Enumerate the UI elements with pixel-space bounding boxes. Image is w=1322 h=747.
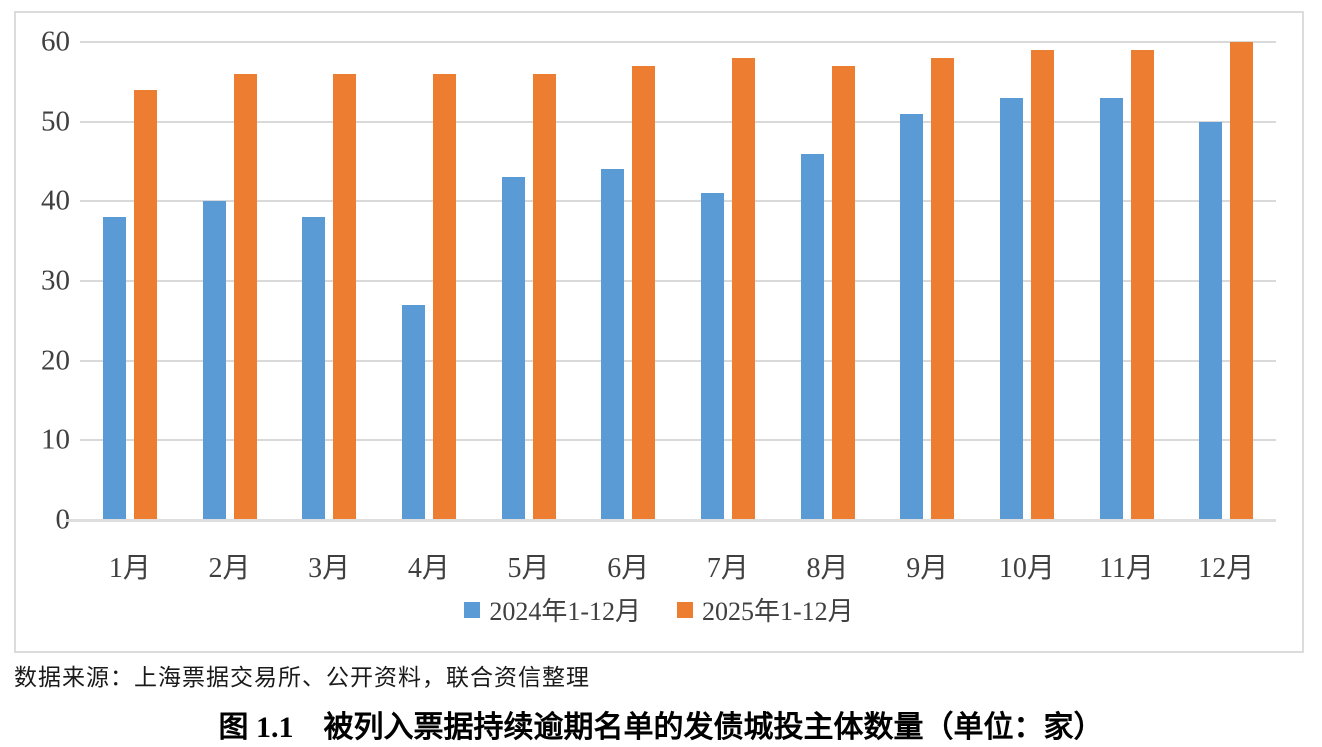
x-axis-label-12月: 12月 [1198,553,1255,584]
bar-group-1月 [80,42,180,520]
bar-group-5月 [479,42,579,520]
bar-2025年1-12月-4月 [432,73,456,520]
gridline-50 [80,120,1276,123]
figure-caption: 图 1.1 被列入票据持续逾期名单的发债城投主体数量（单位：家） [218,711,1104,744]
bar-2025年1-12月-11月 [1130,49,1154,520]
bar-group-8月 [778,42,878,520]
bar-2024年1-12月-1月 [102,217,126,520]
bar-2024年1-12月-7月 [700,193,724,520]
bar-2025年1-12月-1月 [133,89,157,520]
bar-group-9月 [877,42,977,520]
x-axis-label-9月: 9月 [906,553,949,584]
x-axis-label-1月: 1月 [108,553,151,584]
legend-swatch-icon [464,601,481,618]
y-axis-label-10: 10 [41,423,70,456]
y-axis-label-40: 40 [41,184,70,217]
gridline-10 [80,439,1276,442]
gridline-60 [80,41,1276,43]
bar-2025年1-12月-5月 [532,73,556,520]
legend-label: 2025年1-12月 [702,597,854,626]
chart-frame: 0 10 20 30 40 50 60 1月 2月 3月 4月 5月 6月 7月 8月 9月 10月 11月 12… [14,11,1304,653]
gridline-30 [80,280,1276,282]
bar-2024年1-12月-10月 [999,97,1023,520]
bars-container [80,42,1276,520]
bar-2024年1-12月-9月 [900,113,924,520]
legend-label: 2024年1-12月 [489,597,641,626]
x-axis-label-8月: 8月 [806,553,849,584]
y-axis-label-20: 20 [41,344,70,377]
y-axis-label-0: 0 [55,503,71,536]
bar-2025年1-12月-8月 [831,65,855,520]
y-axis-label-30: 30 [41,264,70,297]
x-axis: 1月 2月 3月 4月 5月 6月 7月 8月 9月 10月 11月 12月 [80,532,1276,586]
x-axis-line [66,519,1276,522]
plot-area [66,41,1276,522]
bar-group-11月 [1077,42,1177,520]
gridline-20 [80,359,1276,362]
bar-group-6月 [578,42,678,520]
bar-2025年1-12月-3月 [333,73,357,520]
bar-2025年1-12月-9月 [931,57,955,520]
y-axis: 0 10 20 30 40 50 60 [18,27,70,534]
y-axis-label-50: 50 [41,105,70,138]
gridline-40 [80,200,1276,203]
legend-item-2024年1-12月: 2024年1-12月 [464,591,641,628]
bar-2024年1-12月-2月 [202,201,226,520]
bar-2024年1-12月-5月 [501,177,525,520]
source-note: 数据来源：上海票据交易所、公开资料，联合资信整理 [14,665,590,690]
bar-2025年1-12月-6月 [632,65,656,520]
bar-group-10月 [977,42,1077,520]
bar-2025年1-12月-12月 [1230,42,1254,520]
bar-group-7月 [678,42,778,520]
x-axis-label-5月: 5月 [507,553,550,584]
bar-2024年1-12月-8月 [800,153,824,520]
legend: 2024年1-12月 2025年1-12月 [16,591,1302,628]
x-axis-label-2月: 2月 [208,553,251,584]
legend-item-2025年1-12月: 2025年1-12月 [677,591,854,628]
bar-group-3月 [279,42,379,520]
x-axis-label-11月: 11月 [1099,553,1155,584]
bar-2024年1-12月-6月 [601,169,625,520]
y-axis-label-60: 60 [41,25,70,58]
x-axis-label-7月: 7月 [706,553,749,584]
x-axis-label-3月: 3月 [308,553,351,584]
x-axis-label-6月: 6月 [607,553,650,584]
bar-2025年1-12月-2月 [233,73,257,520]
bar-2024年1-12月-4月 [401,304,425,520]
bar-group-12月 [1176,42,1276,520]
bar-2024年1-12月-11月 [1099,97,1123,520]
legend-swatch-icon [677,601,693,618]
x-axis-label-10月: 10月 [998,553,1055,584]
bar-2025年1-12月-7月 [731,57,755,520]
x-axis-label-4月: 4月 [407,553,450,584]
bar-group-4月 [379,42,479,520]
bar-2025年1-12月-10月 [1030,49,1054,520]
bar-group-2月 [180,42,280,520]
bar-2024年1-12月-3月 [302,217,326,520]
bar-2024年1-12月-12月 [1199,121,1223,520]
